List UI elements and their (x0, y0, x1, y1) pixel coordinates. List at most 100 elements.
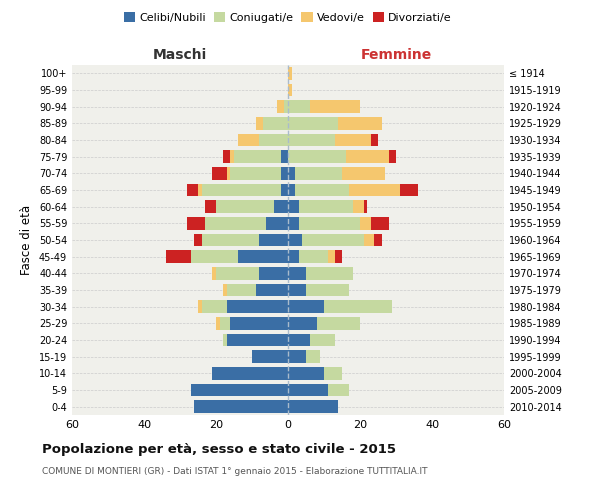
Bar (212, 267, 216, 280)
Y-axis label: Fasce di età: Fasce di età (20, 205, 33, 275)
Bar (202, 234, 259, 246)
Bar (288, 250, 299, 263)
Bar (198, 184, 202, 196)
Bar (288, 334, 310, 346)
Bar (212, 367, 288, 380)
Bar (256, 117, 263, 130)
Bar (346, 150, 389, 163)
Bar (349, 184, 400, 196)
Bar (259, 267, 288, 280)
Bar (360, 217, 371, 230)
Bar (371, 134, 378, 146)
Bar (281, 150, 288, 163)
Bar (223, 334, 227, 346)
Bar (400, 184, 418, 196)
Bar (191, 250, 238, 263)
Text: Popolazione per età, sesso e stato civile - 2015: Popolazione per età, sesso e stato civil… (42, 442, 396, 456)
Bar (266, 217, 288, 230)
Bar (324, 300, 392, 313)
Bar (288, 350, 306, 363)
Bar (306, 284, 349, 296)
Bar (288, 84, 292, 96)
Bar (259, 234, 288, 246)
Bar (374, 234, 382, 246)
Bar (328, 384, 349, 396)
Bar (216, 267, 259, 280)
Bar (216, 317, 220, 330)
Bar (227, 300, 288, 313)
Bar (259, 134, 288, 146)
Bar (263, 117, 288, 130)
Bar (198, 300, 202, 313)
Bar (288, 234, 302, 246)
Bar (281, 184, 288, 196)
Bar (288, 100, 310, 113)
Bar (234, 150, 281, 163)
Bar (295, 167, 342, 179)
Bar (187, 184, 198, 196)
Bar (342, 167, 385, 179)
Bar (230, 317, 288, 330)
Bar (202, 300, 227, 313)
Bar (288, 150, 346, 163)
Bar (288, 200, 299, 213)
Text: Maschi: Maschi (153, 48, 207, 62)
Bar (238, 134, 259, 146)
Bar (288, 317, 317, 330)
Bar (324, 367, 342, 380)
Bar (277, 100, 284, 113)
Bar (371, 217, 389, 230)
Bar (288, 384, 328, 396)
Bar (256, 284, 288, 296)
Bar (288, 184, 295, 196)
Bar (205, 217, 266, 230)
Bar (187, 217, 205, 230)
Bar (205, 200, 216, 213)
Bar (389, 150, 396, 163)
Bar (306, 267, 353, 280)
Bar (288, 117, 338, 130)
Bar (338, 117, 382, 130)
Bar (364, 234, 374, 246)
Bar (227, 284, 256, 296)
Bar (310, 334, 335, 346)
Bar (230, 150, 234, 163)
Bar (281, 167, 288, 179)
Bar (306, 350, 320, 363)
Bar (328, 250, 335, 263)
Bar (288, 367, 324, 380)
Bar (310, 100, 360, 113)
Bar (288, 134, 335, 146)
Bar (227, 167, 230, 179)
Bar (335, 134, 371, 146)
Bar (230, 167, 281, 179)
Bar (252, 350, 288, 363)
Bar (288, 300, 324, 313)
Bar (284, 100, 288, 113)
Bar (317, 317, 360, 330)
Bar (295, 184, 349, 196)
Bar (299, 200, 353, 213)
Bar (194, 234, 202, 246)
Bar (166, 250, 191, 263)
Bar (288, 167, 295, 179)
Bar (216, 200, 274, 213)
Bar (288, 400, 338, 413)
Bar (299, 217, 360, 230)
Bar (288, 267, 306, 280)
Bar (299, 250, 328, 263)
Bar (191, 384, 288, 396)
Bar (274, 200, 288, 213)
Bar (364, 200, 367, 213)
Bar (302, 234, 364, 246)
Bar (227, 334, 288, 346)
Bar (288, 284, 306, 296)
Bar (223, 150, 230, 163)
Legend: Celibi/Nubili, Coniugati/e, Vedovi/e, Divorziati/e: Celibi/Nubili, Coniugati/e, Vedovi/e, Di… (120, 8, 456, 28)
Text: Femmine: Femmine (361, 48, 431, 62)
Bar (335, 250, 342, 263)
Bar (220, 317, 230, 330)
Bar (212, 167, 227, 179)
Bar (288, 217, 299, 230)
Bar (223, 284, 227, 296)
